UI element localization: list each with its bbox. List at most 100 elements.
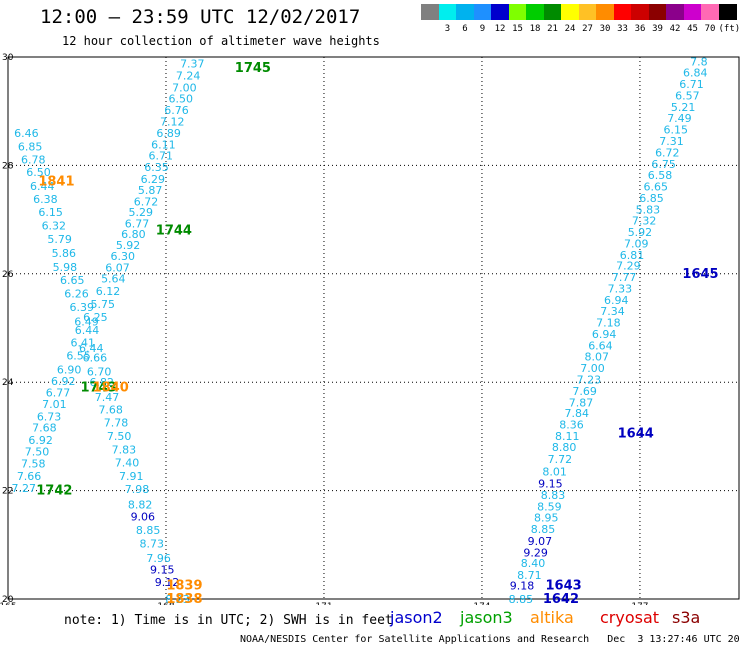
y-tick-label: 28 bbox=[2, 161, 14, 171]
wave-height-value: 5.98 bbox=[53, 261, 78, 274]
legend-swatch bbox=[666, 4, 684, 20]
wave-height-value: 7.72 bbox=[548, 453, 573, 466]
wave-height-value: 8.83 bbox=[541, 489, 566, 502]
wave-height-value: 8.36 bbox=[559, 418, 584, 431]
pass-time-label: 1643 bbox=[545, 578, 581, 593]
wave-height-value: 6.82 bbox=[89, 376, 114, 389]
pass-time-label: 1743 bbox=[80, 381, 116, 396]
wave-height-value: 6.39 bbox=[69, 301, 94, 314]
wave-height-value: 7.50 bbox=[107, 430, 132, 443]
wave-height-value: 9.06 bbox=[131, 511, 156, 524]
wave-height-value: 8.85 bbox=[136, 524, 161, 537]
wave-height-value: 6.65 bbox=[60, 274, 85, 287]
legend-swatch-label: 3 bbox=[444, 24, 451, 34]
wave-height-value: 7.69 bbox=[572, 385, 597, 398]
wave-height-value: 6.15 bbox=[38, 206, 63, 219]
wave-height-value: 6.85 bbox=[18, 140, 43, 153]
wave-height-value: 6.72 bbox=[655, 146, 680, 159]
legend-swatch-label: 24 bbox=[564, 24, 576, 34]
wave-height-value: 6.78 bbox=[21, 153, 46, 166]
wave-height-value: 7.87 bbox=[569, 396, 594, 409]
wave-height-value: 6.46 bbox=[14, 127, 39, 140]
wave-height-value: 6.81 bbox=[620, 249, 645, 262]
legend-jason2: jason2 bbox=[390, 608, 443, 627]
wave-height-value: 7.96 bbox=[146, 552, 171, 565]
wave-height-value: 6.84 bbox=[683, 67, 708, 80]
pass-time-label: 1838 bbox=[166, 592, 202, 605]
wave-height-value: 8.85 bbox=[531, 523, 556, 536]
wave-height-value: 6.29 bbox=[141, 173, 166, 186]
wave-height-value: 7.98 bbox=[125, 483, 150, 496]
wave-height-value: 6.76 bbox=[164, 104, 189, 117]
wave-height-value: 8.71 bbox=[517, 569, 542, 582]
legend-swatch-label: 21 bbox=[547, 24, 558, 34]
wave-height-value: 7.50 bbox=[25, 446, 50, 459]
wave-height-value: 6.50 bbox=[26, 166, 51, 179]
wave-height-value: 7.01 bbox=[42, 398, 67, 411]
legend-swatch-label: 15 bbox=[512, 24, 523, 34]
wave-height-value: 6.07 bbox=[105, 261, 130, 274]
wave-height-value: 6.75 bbox=[651, 158, 676, 171]
wave-height-value: 6.44 bbox=[75, 324, 100, 337]
wave-height-value: 6.44 bbox=[30, 180, 55, 193]
wave-height-value: 6.72 bbox=[134, 196, 159, 209]
wave-height-value: 8.82 bbox=[128, 499, 153, 512]
legend-swatch bbox=[456, 4, 474, 20]
legend-swatch-label: 12 bbox=[494, 24, 506, 34]
legend-swatch bbox=[473, 4, 492, 20]
legend-swatch bbox=[578, 4, 597, 20]
wave-height-value: 6.32 bbox=[42, 220, 67, 233]
wave-height-value: 7.66 bbox=[17, 470, 42, 483]
wave-height-value: 7.32 bbox=[632, 215, 657, 228]
wave-height-value: 6.71 bbox=[148, 150, 173, 163]
wave-height-value: 7.00 bbox=[580, 362, 605, 375]
y-tick-label: 30 bbox=[2, 53, 14, 63]
page-title: 12:00 – 23:59 UTC 12/02/2017 bbox=[40, 6, 361, 28]
wave-height-value: 5.21 bbox=[671, 101, 696, 114]
y-tick-label: 24 bbox=[2, 378, 14, 388]
wave-height-value: 7.33 bbox=[608, 282, 633, 295]
wave-height-value: 5.64 bbox=[101, 273, 126, 286]
page-subtitle: 12 hour collection of altimeter wave hei… bbox=[62, 34, 380, 48]
pass-time-label: 1642 bbox=[543, 592, 579, 605]
x-tick-label: 168 bbox=[157, 602, 174, 605]
legend-swatch-label: 27 bbox=[582, 24, 593, 34]
legend-swatch bbox=[683, 4, 702, 20]
legend-swatch-label: 39 bbox=[652, 24, 663, 34]
wave-height-value: 6.94 bbox=[604, 294, 629, 307]
legend-swatch bbox=[438, 4, 457, 20]
x-tick-label: 165 bbox=[0, 602, 17, 605]
wave-height-value: 6.15 bbox=[664, 124, 689, 137]
legend-swatch bbox=[526, 4, 544, 20]
wave-height-value: 6.30 bbox=[111, 250, 136, 263]
wave-height-value: 8.59 bbox=[537, 500, 562, 513]
wave-height-value: 5.92 bbox=[628, 226, 653, 239]
wave-height-value: 9.29 bbox=[523, 546, 548, 559]
wave-height-value: 7.49 bbox=[667, 112, 692, 125]
wave-height-value: 6.94 bbox=[592, 328, 617, 341]
y-tick-label: 20 bbox=[2, 595, 14, 605]
pass-time-label: 1841 bbox=[38, 175, 74, 190]
wave-height-value: 7.27 bbox=[12, 482, 37, 495]
wave-height-value: 7.84 bbox=[564, 407, 589, 420]
wave-height-value: 6.77 bbox=[46, 386, 71, 399]
wave-height-value: 8.07 bbox=[585, 351, 610, 364]
wave-height-value: 5.86 bbox=[52, 247, 77, 260]
wave-height-value: 6.58 bbox=[648, 169, 673, 182]
wave-height-value: 8.73 bbox=[140, 538, 165, 551]
wave-height-value: 6.85 bbox=[639, 192, 664, 205]
wave-height-value: 9.15 bbox=[150, 564, 175, 577]
wave-height-value: 6.89 bbox=[156, 127, 181, 140]
wave-height-value: 5.87 bbox=[138, 184, 163, 197]
wave-height-value: 7.68 bbox=[32, 422, 57, 435]
legend-altika: altika bbox=[530, 608, 574, 627]
legend-swatch bbox=[631, 4, 649, 20]
wave-height-value: 7.29 bbox=[616, 260, 641, 273]
wave-height-value: 8.23 bbox=[165, 593, 190, 605]
pass-time-label: 1645 bbox=[682, 267, 718, 282]
wave-height-value: 7.24 bbox=[176, 69, 201, 82]
wave-height-value: 6.26 bbox=[64, 287, 89, 300]
legend-cryosat: cryosat bbox=[600, 608, 660, 627]
wave-height-value: 7.91 bbox=[119, 470, 144, 483]
wave-height-value: 7.37 bbox=[180, 58, 205, 71]
